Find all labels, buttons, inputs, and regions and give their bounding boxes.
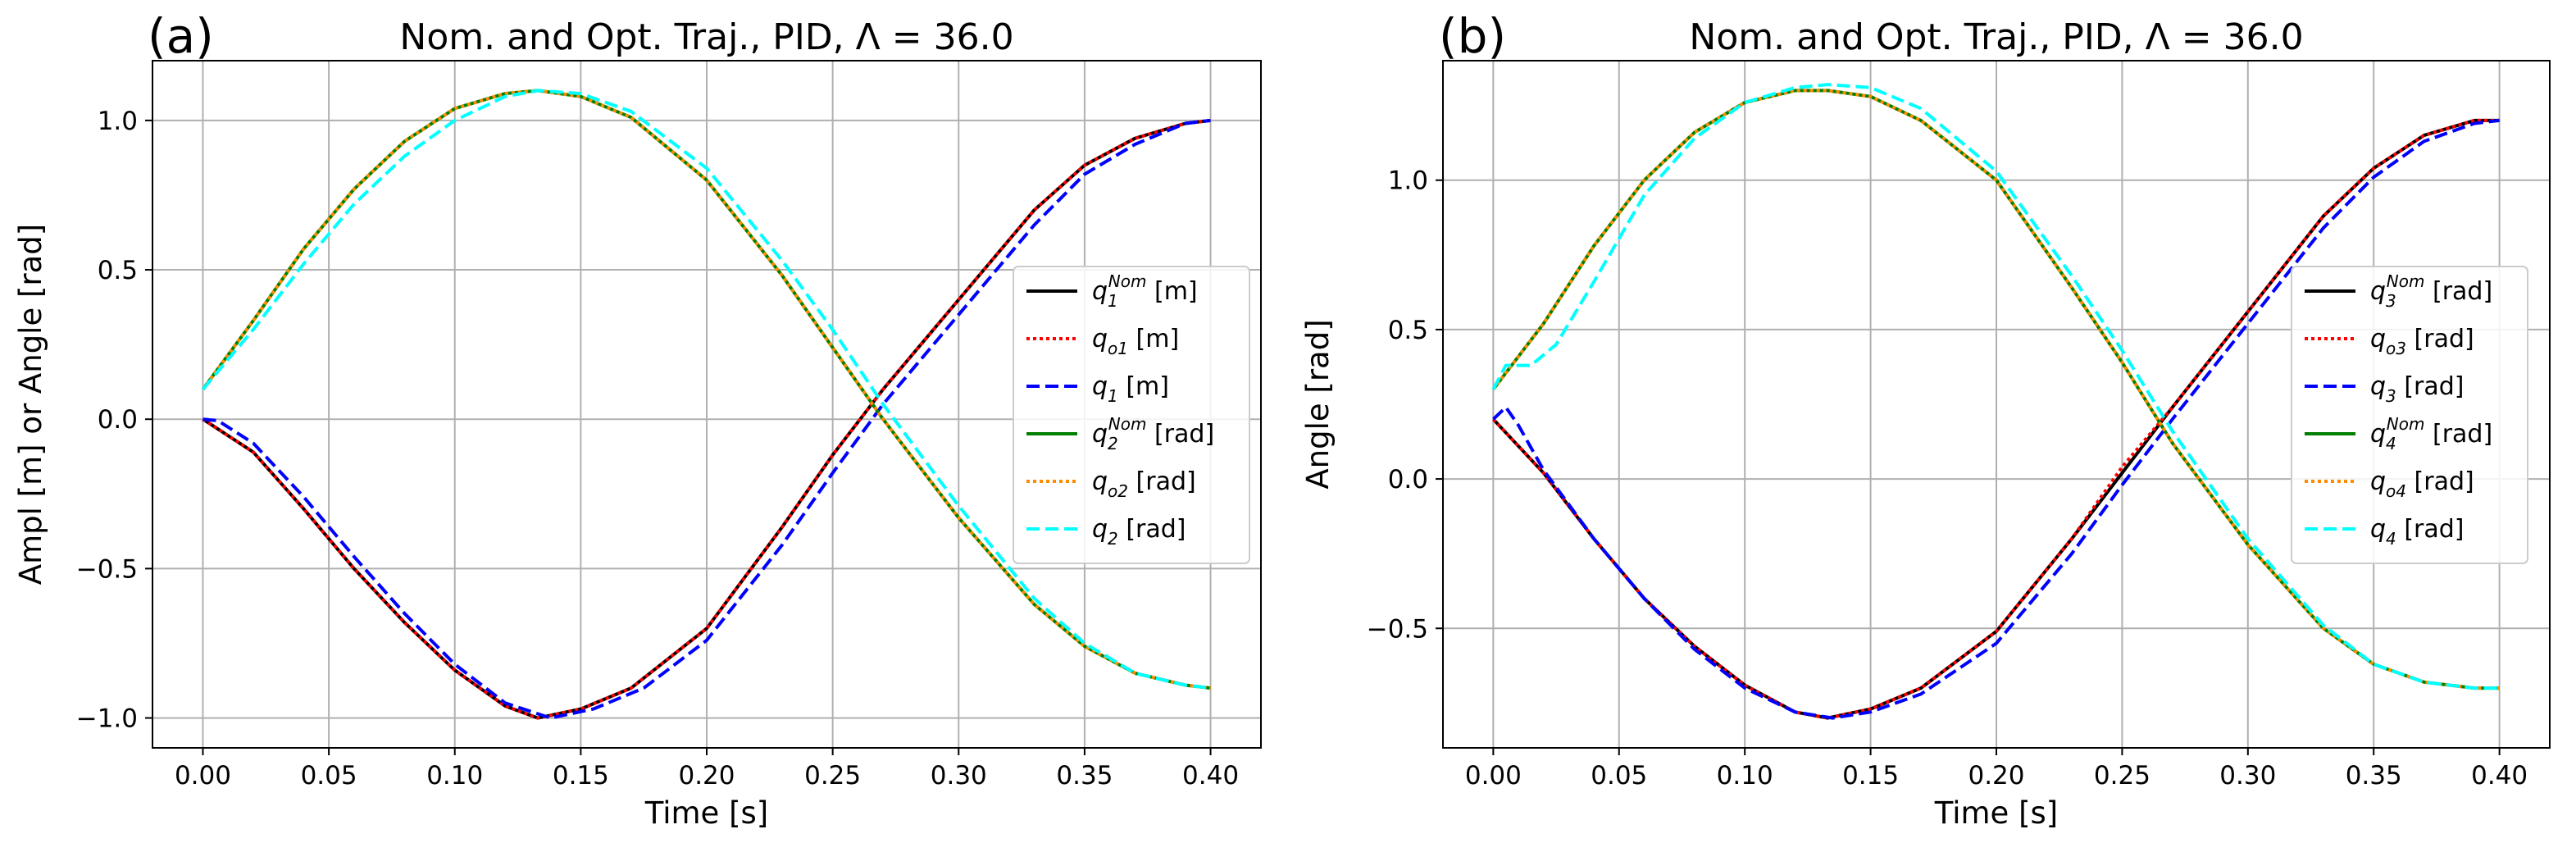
y-tick-label: 0.5 [98, 256, 138, 285]
series-line-3 [203, 118, 1211, 720]
series-line-6 [201, 89, 1211, 690]
x-tick-label: 0.25 [804, 761, 861, 790]
y-axis-label: Ampl [m] or Angle [rad] [13, 224, 48, 585]
legend-entry: q2 [rad] [1092, 515, 1186, 549]
panel-label: (b) [1439, 8, 1506, 64]
y-tick-label: −0.5 [1367, 614, 1428, 644]
legend-entry: qo2 [rad] [1092, 467, 1196, 501]
y-tick-label: 1.0 [98, 107, 138, 136]
x-tick-label: 0.25 [2094, 761, 2150, 790]
y-tick-label: 1.0 [1388, 166, 1428, 196]
x-tick-label: 0.35 [2346, 761, 2402, 790]
legend: q3Nom [rad] qo3 [rad] q3 [rad] q4Nom [rad] q… [2291, 266, 2528, 564]
x-tick-label: 0.40 [1182, 761, 1239, 790]
legend-box [2291, 266, 2528, 564]
legend-entry: q1Nom [m] [1092, 271, 1198, 311]
y-tick-label: 0.0 [98, 405, 138, 435]
x-tick-label: 0.15 [1842, 761, 1899, 790]
y-axis-label: Angle [rad] [1300, 319, 1336, 489]
y-tick-label: 0.0 [1388, 465, 1428, 494]
legend-entry: q4 [rad] [2370, 515, 2464, 549]
x-tick-label: 0.05 [1591, 761, 1647, 790]
legend-entry: qo1 [m] [1092, 325, 1179, 358]
x-tick-label: 0.30 [2219, 761, 2276, 790]
chart-panel-1: 0.00 0.05 0.10 0.15 0.20 0.25 0.30 0.35 0.40 −1.0… [13, 8, 1262, 831]
panel-label: (a) [148, 8, 214, 64]
x-tick-label: 0.35 [1056, 761, 1113, 790]
legend: q1Nom [m] qo1 [m] q1 [m] q2Nom [rad] qo2 [ra… [1013, 266, 1250, 564]
legend-entry: qo4 [rad] [2370, 467, 2474, 501]
y-tick-label: −1.0 [76, 704, 138, 734]
x-tick-label: 0.15 [553, 761, 609, 790]
legend-entry: qo3 [rad] [2370, 325, 2474, 358]
chart-title: Nom. and Opt. Traj., PID, Λ = 36.0 [1689, 16, 2303, 58]
x-axis-label: Time [s] [1934, 795, 2058, 831]
x-tick-label: 0.40 [2471, 761, 2528, 790]
x-tick-label: 0.30 [931, 761, 987, 790]
legend-entry: q3Nom [rad] [2370, 271, 2492, 311]
legend-entry: q2Nom [rad] [1092, 414, 1214, 453]
x-tick-label: 0.20 [678, 761, 735, 790]
series-line-2 [202, 118, 1211, 720]
y-tick-label: 0.5 [1388, 316, 1428, 345]
series-line-5 [201, 89, 1211, 690]
chart-panel-2: 0.00 0.05 0.10 0.15 0.20 0.25 0.30 0.35 0.40 −0.5… [1300, 8, 2551, 831]
x-tick-label: 0.20 [1968, 761, 2024, 790]
x-tick-label: 0.00 [175, 761, 231, 790]
x-tick-label: 0.00 [1465, 761, 1522, 790]
legend-entry: q3 [rad] [2370, 372, 2464, 406]
x-axis-label: Time [s] [644, 795, 768, 831]
chart-title: Nom. and Opt. Traj., PID, Λ = 36.0 [399, 16, 1013, 58]
series-line-6 [1491, 83, 2500, 690]
x-tick-label: 0.05 [301, 761, 357, 790]
x-tick-label: 0.10 [426, 761, 483, 790]
y-tick-label: −0.5 [76, 554, 138, 584]
legend-box [1013, 266, 1250, 564]
legend-entry: q1 [m] [1092, 372, 1169, 406]
legend-entry: q4Nom [rad] [2370, 414, 2492, 453]
series-line-3 [1492, 118, 2500, 720]
x-tick-label: 0.10 [1717, 761, 1773, 790]
